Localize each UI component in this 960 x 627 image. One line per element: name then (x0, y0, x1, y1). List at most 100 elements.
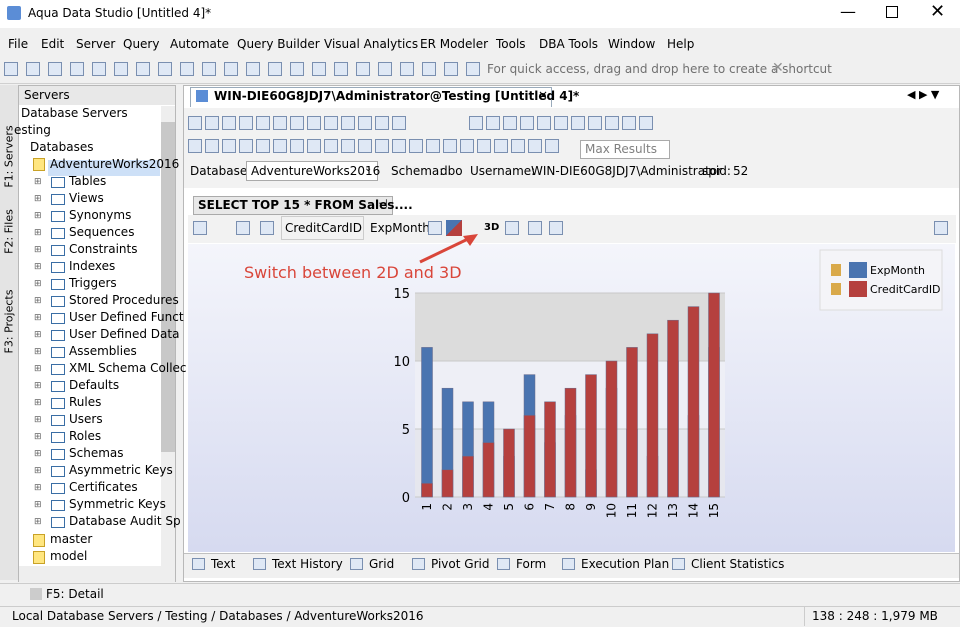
chart-tool-icon[interactable] (193, 221, 207, 235)
tree-node[interactable]: Tables (69, 174, 107, 188)
tree-node[interactable]: master (50, 532, 93, 546)
tree-expander[interactable]: ⊞ (34, 500, 42, 510)
database[interactable]: AdventureWorks2016 (251, 164, 381, 178)
tree-node[interactable]: Users (69, 412, 103, 426)
menu-item[interactable]: Server (76, 37, 116, 51)
toolbar-icon[interactable] (375, 139, 389, 153)
toolbar-icon[interactable] (537, 116, 551, 130)
minimize[interactable]: — (840, 2, 856, 21)
toolbar-icon[interactable] (307, 116, 321, 130)
tree-expander[interactable]: ⊞ (34, 245, 42, 255)
toolbar-icon[interactable] (460, 139, 474, 153)
toolbar-icon[interactable] (205, 139, 219, 153)
menu-item[interactable]: Visual Analytics (324, 37, 419, 51)
tree-node[interactable]: Symmetric Keys (69, 497, 166, 511)
tree-expander[interactable]: ⊞ (34, 228, 42, 238)
tree-expander[interactable]: ⊞ (34, 466, 42, 476)
chart-tool-icon[interactable] (260, 221, 274, 235)
toolbar-icon[interactable] (503, 116, 517, 130)
tree-expander[interactable]: ⊞ (34, 517, 42, 527)
toolbar-icon[interactable] (486, 116, 500, 130)
menu-item[interactable]: Window (608, 37, 656, 51)
toolbar-icon[interactable] (477, 139, 491, 153)
maximize[interactable] (886, 6, 898, 18)
tree-expander[interactable]: ⊞ (34, 415, 42, 425)
toolbar-icon[interactable] (268, 62, 282, 76)
menu-item[interactable]: Query Builder (237, 37, 320, 51)
tree-expander[interactable]: ⊞ (34, 483, 42, 493)
tree-expander[interactable]: ⊞ (34, 364, 42, 374)
toolbar-icon[interactable] (426, 139, 440, 153)
toolbar-icon[interactable] (4, 62, 18, 76)
toolbar-icon[interactable] (256, 116, 270, 130)
toolbar-icon[interactable] (158, 62, 172, 76)
tree-node[interactable]: Schemas (69, 446, 124, 460)
toolbar-icon[interactable] (392, 116, 406, 130)
toolbar-icon[interactable] (443, 139, 457, 153)
editor-tab[interactable] (190, 87, 552, 107)
tree-node[interactable]: XML Schema Collec (69, 361, 187, 375)
bottom-tab[interactable]: Grid (369, 557, 395, 571)
toolbar-icon[interactable] (554, 116, 568, 130)
toolbar-icon[interactable] (528, 139, 542, 153)
tree-node[interactable]: Constraints (69, 242, 138, 256)
tree-node[interactable]: AdventureWorks2016 (50, 157, 180, 171)
toolbar-icon[interactable] (222, 116, 236, 130)
y-field[interactable]: ExpMonth (370, 221, 430, 235)
toolbar-icon[interactable] (26, 62, 40, 76)
tree-node[interactable]: Roles (69, 429, 102, 443)
tree-expander[interactable]: ⊞ (34, 279, 42, 289)
tree-node[interactable]: Databases (30, 140, 94, 154)
toolbar-icon[interactable] (70, 62, 84, 76)
chart-tool-icon[interactable] (528, 221, 542, 235)
tree-node[interactable]: Certificates (69, 480, 138, 494)
results-tab-label[interactable]: SELECT TOP 15 * FROM Sales.... (198, 198, 413, 212)
tree-expander[interactable]: ⊞ (34, 313, 42, 323)
toolbar-icon[interactable] (180, 62, 194, 76)
tree-node[interactable]: Synonyms (69, 208, 132, 222)
toolbar-icon[interactable] (202, 62, 216, 76)
tree-expander[interactable]: ⊞ (34, 296, 42, 306)
toolbar-icon[interactable] (392, 139, 406, 153)
tree-expander[interactable]: ⊞ (34, 262, 42, 272)
toolbar-icon[interactable] (400, 62, 414, 76)
toolbar-icon[interactable] (571, 116, 585, 130)
max-results[interactable]: Max Results (585, 142, 657, 156)
toolbar-icon[interactable] (639, 116, 653, 130)
tree-node[interactable]: Sequences (69, 225, 135, 239)
tree-expander[interactable]: ⊞ (34, 398, 42, 408)
toolbar-icon[interactable] (356, 62, 370, 76)
toolbar-icon[interactable] (494, 139, 508, 153)
bottom-tab[interactable]: Client Statistics (691, 557, 785, 571)
toolbar-icon[interactable] (92, 62, 106, 76)
menu-item[interactable]: DBA Tools (539, 37, 599, 51)
bottom-tab[interactable]: Text History (272, 557, 343, 571)
toolbar-icon[interactable] (290, 139, 304, 153)
tab-nav[interactable]: ◀ ▶ ▼ (907, 88, 940, 101)
toolbar-icon[interactable] (239, 116, 253, 130)
bottom-tab[interactable]: Form (516, 557, 547, 571)
toolbar-icon[interactable] (466, 62, 480, 76)
tree-expander[interactable]: ⊞ (34, 381, 42, 391)
tree-node[interactable]: Stored Procedures (69, 293, 179, 307)
scroll-thumb[interactable] (161, 122, 175, 452)
toolbar-icon[interactable] (444, 62, 458, 76)
tree-node[interactable]: esting (14, 123, 51, 137)
toolbar-icon[interactable] (358, 139, 372, 153)
hscrollbar[interactable] (19, 566, 175, 582)
toolbar-icon[interactable] (273, 116, 287, 130)
toolbar-icon[interactable] (605, 116, 619, 130)
toolbar-icon[interactable] (422, 62, 436, 76)
toolbar-icon[interactable] (239, 139, 253, 153)
database-select[interactable] (246, 161, 378, 181)
mode-3d[interactable]: 3D (484, 222, 500, 233)
menu-item[interactable]: Edit (41, 37, 65, 51)
toolbar-icon[interactable] (341, 116, 355, 130)
toolbar-icon[interactable] (334, 62, 348, 76)
tree-expander[interactable]: ⊞ (34, 211, 42, 221)
tree-node[interactable]: Defaults (69, 378, 120, 392)
tree-expander[interactable]: ⊞ (34, 347, 42, 357)
tree-node[interactable]: Asymmetric Keys (69, 463, 173, 477)
tree-expander[interactable]: ⊞ (34, 194, 42, 204)
toolbar-icon[interactable] (375, 116, 389, 130)
